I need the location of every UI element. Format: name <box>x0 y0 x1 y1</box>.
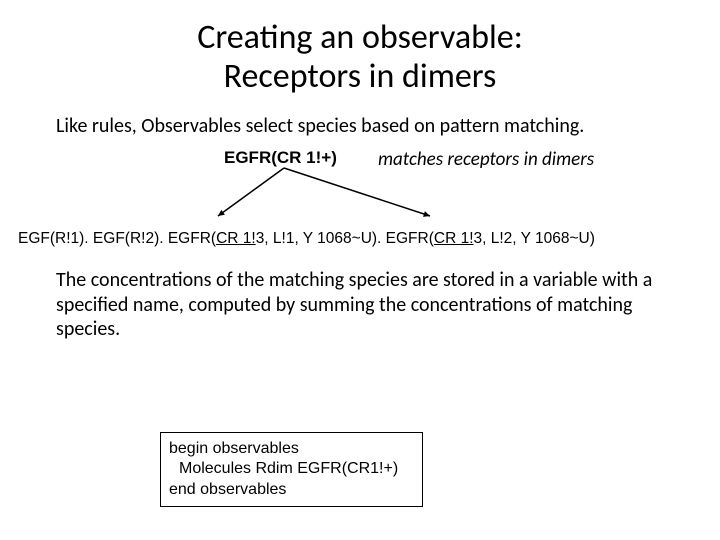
slide-title: Creating an observable: Receptors in dim… <box>0 0 720 96</box>
pattern-row: EGFR(CR 1!+) matches receptors in dimers <box>0 138 720 228</box>
species-underline-1: CR 1! <box>216 230 256 247</box>
code-line-1: begin observables <box>169 440 299 457</box>
title-line-1: Creating an observable: <box>197 17 523 58</box>
species-part-1: EGF(R!1). EGF(R!2). EGFR( <box>18 230 216 247</box>
species-part-3: 3, L!2, Y 1068~U) <box>474 230 595 247</box>
explanation-text: The concentrations of the matching speci… <box>0 248 720 341</box>
intro-text: Like rules, Observables select species b… <box>0 96 720 138</box>
code-line-2: Molecules Rdim EGFR(CR1!+) <box>169 459 398 479</box>
arrow-diagram <box>0 138 720 228</box>
species-underline-2: CR 1! <box>434 230 474 247</box>
species-part-2: 3, L!1, Y 1068~U). EGFR( <box>256 230 434 247</box>
code-line-3: end observables <box>169 481 286 498</box>
title-line-2: Receptors in dimers <box>224 56 497 97</box>
species-expression: EGF(R!1). EGF(R!2). EGFR(CR 1!3, L!1, Y … <box>0 228 720 248</box>
code-block: begin observables Molecules Rdim EGFR(CR… <box>160 432 423 507</box>
